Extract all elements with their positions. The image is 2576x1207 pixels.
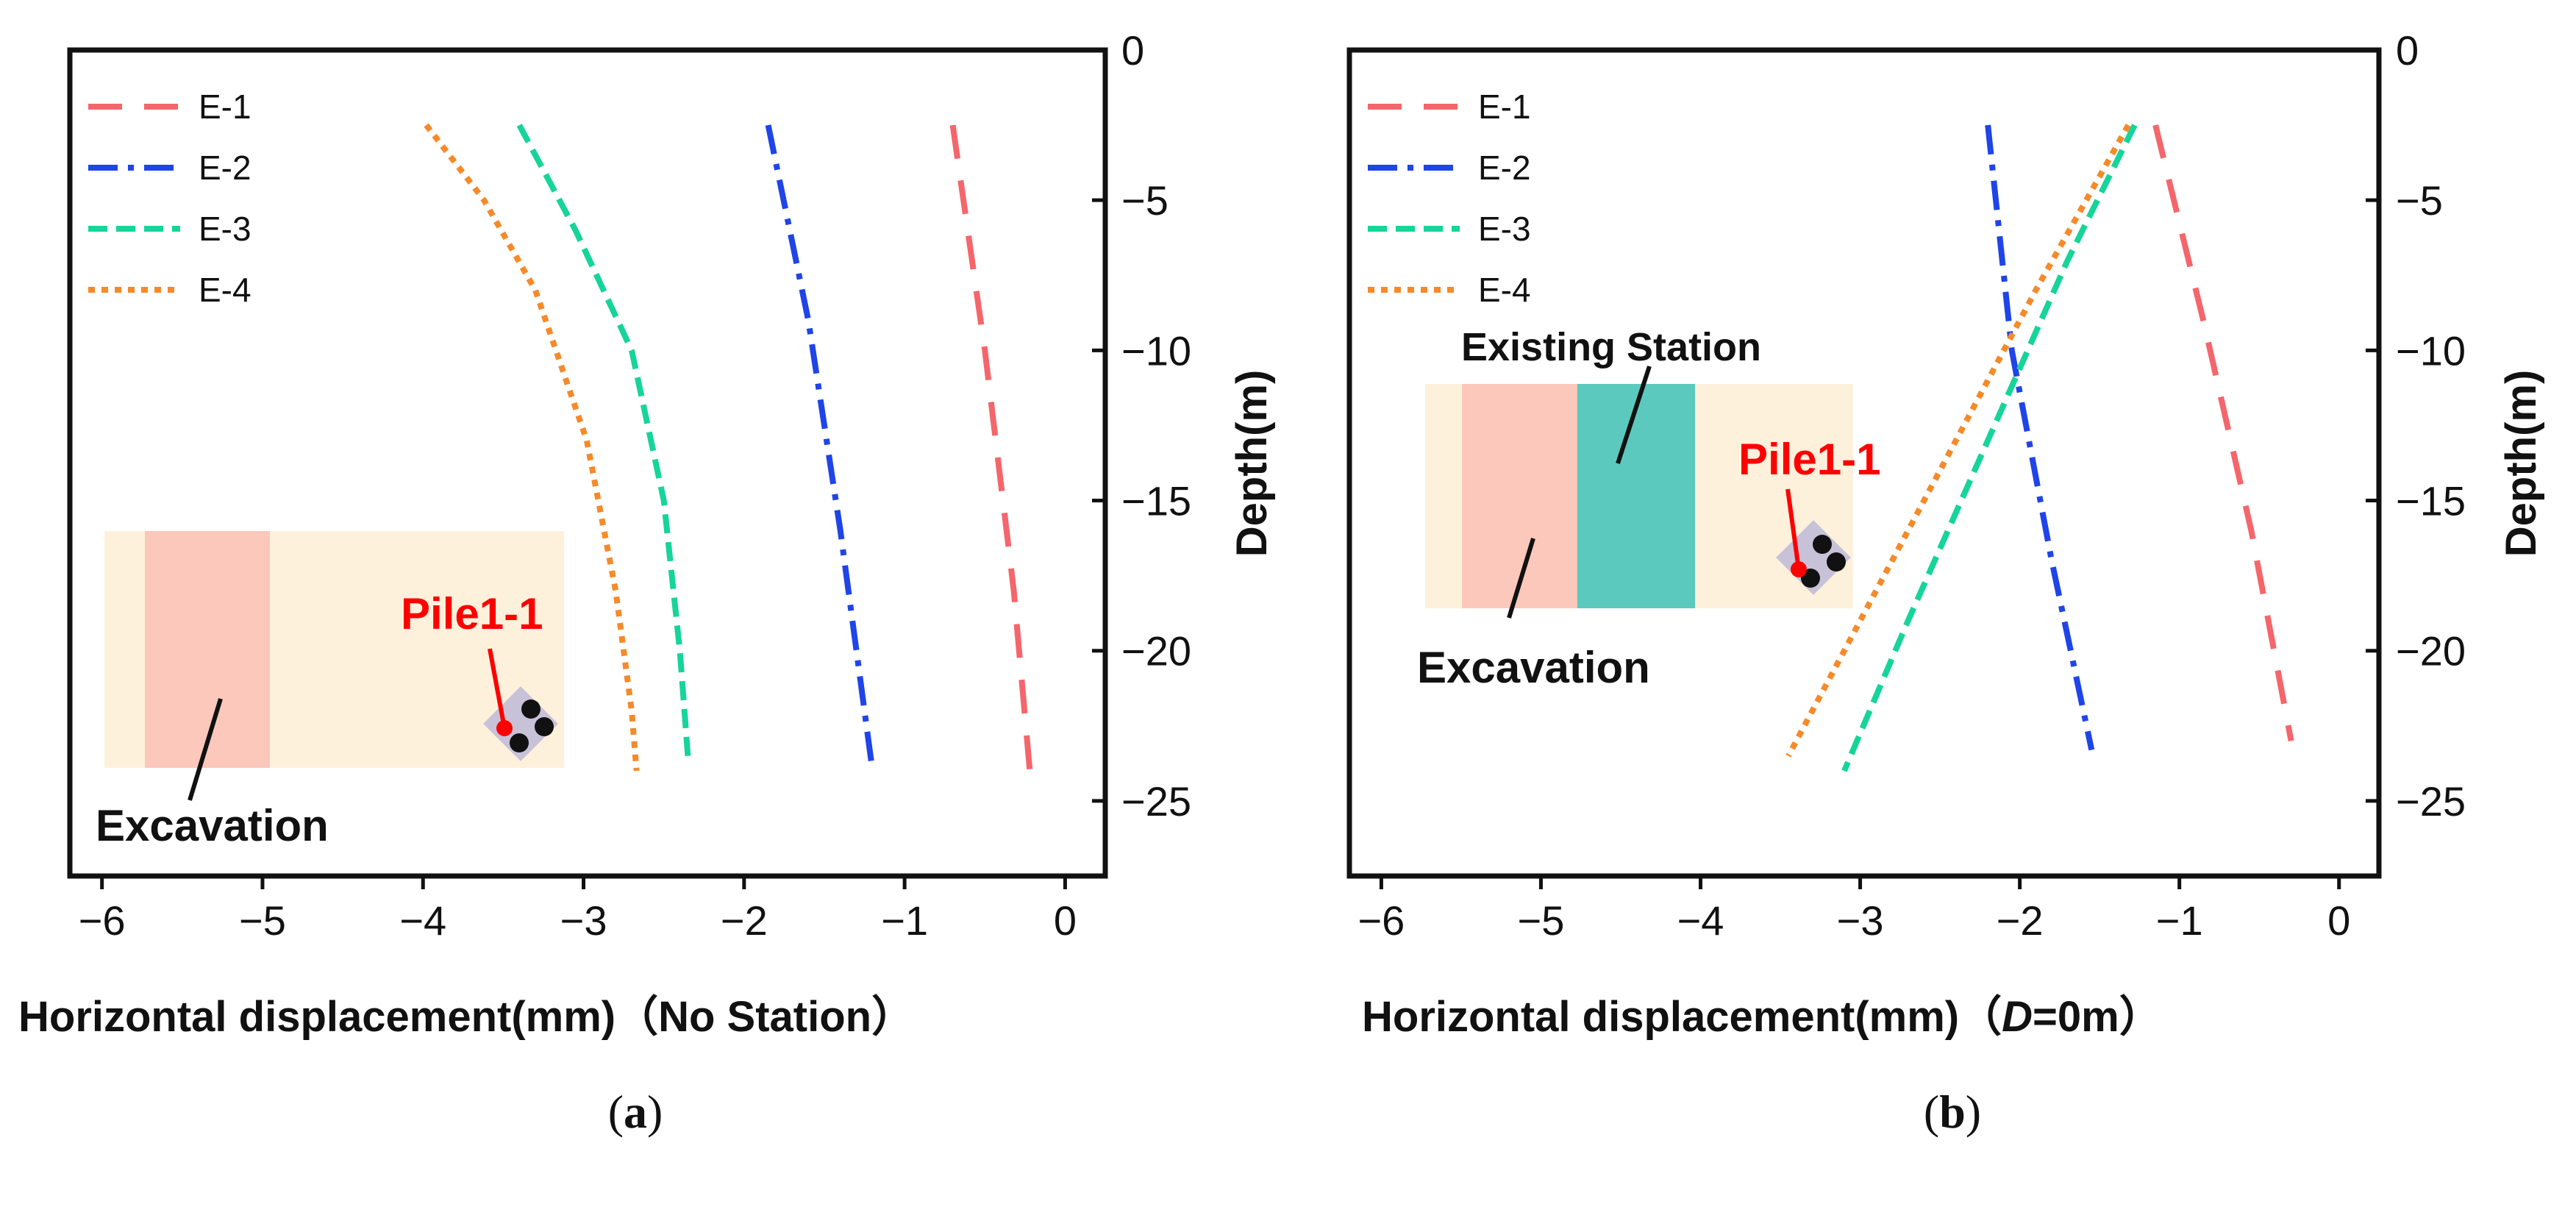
- panel-b-ylabel: Depth(m): [2497, 370, 2545, 558]
- panel-a-ytick-label: −10: [1121, 327, 1191, 374]
- panel-b-series-e-4: [1785, 124, 2131, 758]
- panel-b-xtick-label: −2: [1997, 897, 2044, 944]
- panel-b-ytick-label: −5: [2396, 177, 2443, 224]
- panel-b-xtick-label: −5: [1518, 897, 1565, 944]
- panel-a-excavation-label: Excavation: [96, 801, 329, 850]
- panel-a-xtick-label: −1: [881, 897, 928, 944]
- panel-a-pile-dot: [496, 720, 513, 736]
- panel-a: Excavation Pile1-1 −6 −5 −4 −3 −2 −1 0 0−5−10−…: [18, 27, 1276, 1138]
- panel-a-legend: E-1 E-2 E-3 E-4: [88, 88, 251, 309]
- panel-b-xlabel: Horizontal displacement(mm)（D=0m）: [1362, 993, 2162, 1041]
- panel-a-ytick-label: −25: [1121, 778, 1191, 825]
- panel-b-xlabel-prefix: Horizontal displacement(mm)（: [1362, 993, 2002, 1041]
- panel-a-series-e-3: [516, 124, 691, 757]
- panel-b-ytick-label: −20: [2396, 628, 2466, 674]
- panel-a-series: [424, 123, 1033, 772]
- panel-b-station-region: [1577, 384, 1695, 608]
- panel-a-xlabel: Horizontal displacement(mm)（No Station）: [18, 993, 914, 1041]
- panel-b-ytick-label: 0: [2396, 27, 2419, 74]
- panel-b-legend-label-e-4: E-4: [1478, 271, 1531, 309]
- panel-a-ylabel: Depth(m): [1228, 370, 1276, 558]
- panel-a-xtick-label: −4: [399, 897, 446, 944]
- panel-a-pile-pointer: [488, 648, 507, 729]
- panel-b-excavation-region: [1462, 384, 1577, 608]
- panel-a-letter: a: [624, 1086, 647, 1138]
- panel-b-schematic: Existing Station Excavation Pile1-1: [1417, 325, 1880, 692]
- panel-b-series-e-1: [2152, 124, 2294, 741]
- panel-b-xlabel-suffix: =0m）: [2033, 993, 2162, 1041]
- panel-b-legend-label-e-2: E-2: [1478, 149, 1531, 187]
- panel-b-excavation-pointer: [1507, 538, 1535, 619]
- panel-b-y-ticks: 0 −5 −10 −15 −20 −25: [2366, 27, 2466, 825]
- panel-b-xtick-label: −4: [1677, 897, 1724, 944]
- panel-b-series: [1785, 124, 2294, 772]
- panel-b-ytick-label: −15: [2396, 478, 2466, 524]
- panel-a-xtick-label: −3: [560, 897, 607, 944]
- panel-a-series-e-2: [765, 124, 876, 772]
- panel-a-excavation-pointer: [188, 698, 223, 801]
- panel-a-x-ticks: −6 −5 −4 −3 −2 −1 0: [79, 876, 1077, 944]
- panel-a-y-ticks: 0 −5 −10 −15 −20 −25: [1092, 27, 1191, 825]
- panel-b-series-e-2: [1985, 124, 2095, 751]
- panel-b-station-label: Existing Station: [1461, 325, 1761, 369]
- panel-b-xlabel-var: D: [2002, 993, 2033, 1041]
- panel-b-pile-dot: [1791, 561, 1807, 577]
- panel-a-ytick-label: 0: [1121, 27, 1144, 74]
- panel-a-excavation-region: [145, 531, 270, 768]
- panel-b-pile-pointer: [1785, 488, 1801, 570]
- panel-a-xtick-label: 0: [1054, 897, 1077, 944]
- panel-a-series-e-1: [949, 124, 1033, 772]
- panel-b-ytick-label: −25: [2396, 778, 2466, 825]
- panel-a-ytick-label: −15: [1121, 478, 1191, 524]
- panel-b-station-pointer: [1616, 366, 1652, 464]
- panel-a-label: (a): [608, 1086, 663, 1138]
- panel-b-series-e-3: [1841, 124, 2138, 772]
- panel-b: Existing Station Excavation Pile1-1 −6 −5…: [1346, 27, 2545, 1138]
- panel-b-x-ticks: −6 −5 −4 −3 −2 −1 0: [1357, 876, 2350, 944]
- panel-b-legend-label-e-1: E-1: [1478, 88, 1531, 126]
- panel-a-schematic: Excavation Pile1-1: [96, 531, 564, 850]
- panel-a-pile-label: Pile1-1: [401, 589, 543, 638]
- panel-a-legend-label-e-3: E-3: [199, 210, 251, 248]
- panel-a-xtick-label: −6: [79, 897, 126, 944]
- panel-b-xtick-label: −1: [2156, 897, 2203, 944]
- panel-a-xtick-label: −2: [721, 897, 768, 944]
- panel-b-excavation-label: Excavation: [1417, 643, 1650, 692]
- panel-b-plot-frame: [1346, 47, 2382, 879]
- panel-a-ytick-label: −20: [1121, 628, 1191, 674]
- panel-b-ytick-label: −10: [2396, 327, 2466, 374]
- panel-b-legend: E-1 E-2 E-3 E-4: [1368, 88, 1531, 309]
- panel-a-legend-label-e-1: E-1: [199, 88, 251, 126]
- panel-b-letter: b: [1939, 1086, 1966, 1138]
- panel-b-pile-label: Pile1-1: [1738, 435, 1880, 484]
- panel-b-xtick-label: −6: [1357, 897, 1405, 944]
- panel-a-ytick-label: −5: [1121, 177, 1169, 224]
- panel-b-legend-label-e-3: E-3: [1478, 210, 1531, 248]
- panel-a-xtick-label: −5: [239, 897, 286, 944]
- panel-b-xtick-label: −3: [1837, 897, 1884, 944]
- panel-a-plot-frame: [67, 47, 1108, 879]
- panel-a-legend-label-e-2: E-2: [199, 149, 251, 187]
- panel-b-label: (b): [1924, 1086, 1981, 1138]
- panel-a-legend-label-e-4: E-4: [199, 271, 251, 309]
- panel-a-series-e-4: [424, 123, 640, 772]
- panel-b-xtick-label: 0: [2327, 897, 2350, 944]
